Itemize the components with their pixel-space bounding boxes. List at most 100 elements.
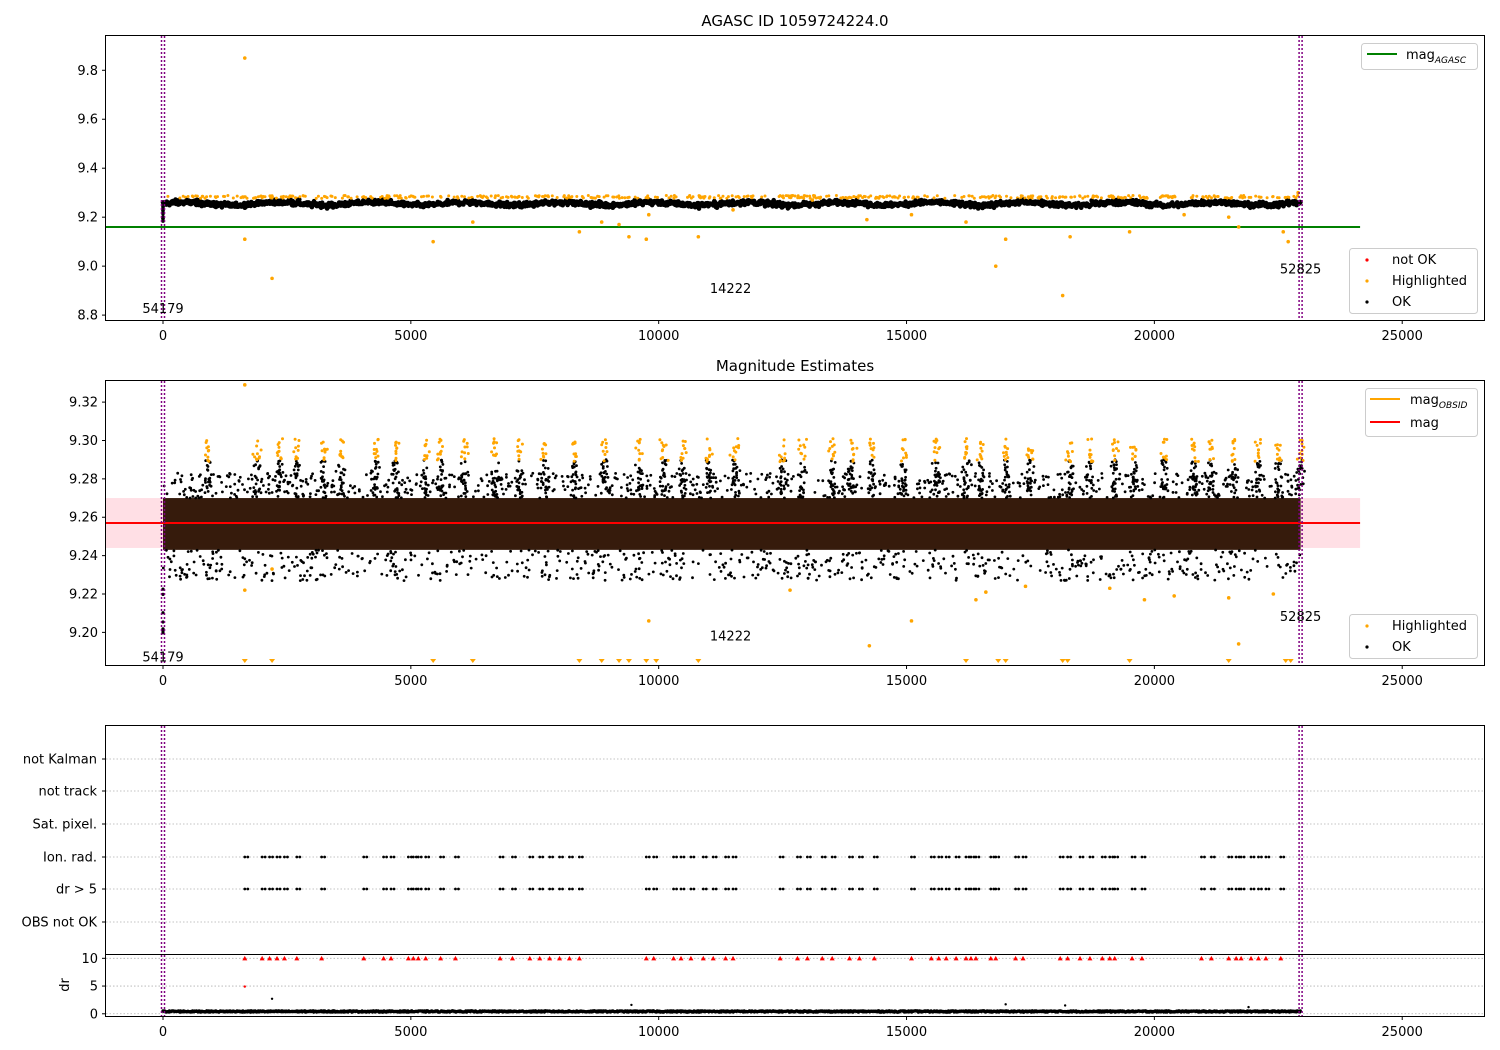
highlighted-point [346, 195, 350, 199]
ok-point [1248, 494, 1251, 498]
ok-point [753, 487, 756, 491]
ok-point [401, 478, 404, 482]
ok-point [783, 477, 787, 481]
ok-point [737, 494, 740, 498]
obsid-annotation: 52825 [1280, 263, 1321, 278]
ok-point [526, 558, 530, 562]
ok-point [1166, 577, 1170, 581]
y-tick-label: 8.8 [77, 309, 98, 324]
ok-point [947, 472, 951, 476]
ok-point [625, 483, 629, 487]
ok-point [319, 485, 323, 489]
ok-point [515, 562, 519, 566]
ok-point [944, 571, 947, 575]
ok-point [373, 483, 376, 486]
ok-point [172, 549, 176, 553]
ok-point [586, 552, 590, 556]
ok-point [614, 472, 617, 475]
ok-point [785, 561, 788, 564]
ok-point [319, 573, 322, 577]
highlighted-point [733, 458, 737, 462]
ok-point [893, 483, 896, 487]
ok-point [637, 567, 641, 571]
ok-point [820, 563, 823, 567]
ok-point [904, 475, 907, 479]
ok-point [763, 558, 766, 561]
ok-point [620, 494, 623, 498]
ok-point [833, 496, 836, 499]
ok-point [310, 566, 314, 570]
ok-point [591, 572, 595, 576]
ok-point [551, 472, 555, 475]
highlighted-point [256, 439, 260, 443]
ok-point [848, 577, 852, 581]
highlighted-point [520, 196, 524, 199]
ok-point [756, 565, 759, 569]
ok-point [194, 573, 198, 577]
highlighted-point [802, 196, 806, 200]
ok-point [294, 476, 298, 480]
ok-point [843, 495, 847, 498]
highlighted-point [1201, 195, 1205, 199]
ok-point [698, 490, 702, 494]
ok-point [401, 568, 404, 572]
ok-point [797, 495, 800, 499]
ok-point [280, 462, 284, 466]
highlighted-point [909, 212, 914, 217]
ok-point [448, 483, 451, 487]
ok-point [998, 485, 1002, 488]
ok-point [289, 474, 293, 477]
highlighted-point [601, 449, 605, 453]
highlighted-point [492, 437, 496, 441]
ok-point [275, 484, 279, 488]
highlighted-point [205, 195, 209, 199]
ok-point [735, 465, 739, 469]
ok-point [967, 556, 970, 559]
highlighted-point [544, 452, 548, 456]
ok-point [1120, 559, 1124, 562]
ok-point [868, 487, 871, 491]
ok-point [428, 490, 432, 494]
ok-point [868, 460, 872, 463]
ok-point [1082, 489, 1085, 493]
highlighted-point [953, 194, 957, 198]
ok-point [730, 574, 733, 578]
highlighted-point [627, 234, 631, 239]
ok-point [219, 555, 223, 559]
ok-point [321, 549, 324, 552]
ok-point [323, 483, 326, 487]
ok-point [670, 485, 673, 489]
highlighted-point [683, 440, 687, 443]
ok-point [660, 489, 664, 492]
highlighted-point [1287, 195, 1291, 199]
ok-point [1012, 567, 1016, 571]
ok-point [725, 489, 729, 492]
highlighted-point [364, 196, 368, 200]
ok-point [894, 552, 898, 556]
ok-point [1213, 578, 1217, 582]
highlighted-point [751, 194, 755, 198]
ok-point [1068, 496, 1071, 499]
ok-point [272, 572, 275, 576]
ok-point [981, 564, 985, 567]
ok-point [921, 559, 925, 562]
ok-point [206, 563, 210, 567]
ok-point [247, 477, 250, 481]
ok-point [1178, 567, 1182, 571]
ok-point [782, 487, 786, 491]
ok-point [255, 495, 259, 499]
ok-point [1286, 489, 1290, 493]
ok-point [393, 570, 397, 573]
highlighted-point [325, 196, 329, 200]
ok-point [524, 566, 528, 570]
ok-point [262, 484, 265, 487]
highlighted-point [178, 196, 182, 200]
highlighted-point [293, 437, 297, 441]
highlighted-point [245, 196, 249, 200]
ok-point [217, 548, 220, 552]
ok-point [675, 562, 678, 565]
ok-point [505, 560, 509, 564]
ok-point [1067, 577, 1071, 580]
ok-point [1123, 490, 1127, 494]
ok-point [310, 556, 314, 560]
